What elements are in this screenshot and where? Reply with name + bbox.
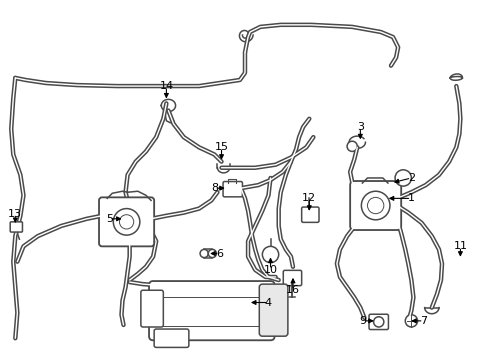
Text: 5: 5 <box>106 214 113 224</box>
FancyBboxPatch shape <box>302 207 319 222</box>
Circle shape <box>368 197 384 214</box>
Text: 14: 14 <box>159 81 173 91</box>
Text: 13: 13 <box>8 209 23 219</box>
FancyBboxPatch shape <box>223 181 243 197</box>
Circle shape <box>262 246 279 263</box>
Text: 15: 15 <box>215 142 228 152</box>
Text: 3: 3 <box>357 122 364 132</box>
Circle shape <box>405 315 417 327</box>
FancyBboxPatch shape <box>141 290 163 327</box>
Text: 4: 4 <box>265 297 272 307</box>
Text: 10: 10 <box>264 265 277 275</box>
Circle shape <box>208 249 217 258</box>
FancyBboxPatch shape <box>283 270 302 285</box>
Text: 2: 2 <box>408 173 415 183</box>
FancyBboxPatch shape <box>149 281 274 340</box>
Circle shape <box>200 249 208 258</box>
Text: 1: 1 <box>408 193 415 203</box>
Text: 8: 8 <box>211 183 218 193</box>
Text: 9: 9 <box>359 316 366 326</box>
Circle shape <box>347 141 357 152</box>
FancyBboxPatch shape <box>154 329 189 347</box>
FancyBboxPatch shape <box>99 197 154 246</box>
FancyBboxPatch shape <box>350 181 401 230</box>
Text: 16: 16 <box>286 285 300 295</box>
FancyBboxPatch shape <box>10 222 23 232</box>
Circle shape <box>395 170 412 186</box>
Text: 7: 7 <box>420 316 427 326</box>
FancyBboxPatch shape <box>259 284 288 336</box>
Circle shape <box>373 317 384 327</box>
Text: 12: 12 <box>302 193 317 203</box>
Text: 6: 6 <box>216 248 223 258</box>
FancyBboxPatch shape <box>369 314 389 329</box>
Circle shape <box>120 215 134 229</box>
Text: 11: 11 <box>453 241 467 251</box>
Circle shape <box>113 208 140 235</box>
Circle shape <box>361 191 390 220</box>
